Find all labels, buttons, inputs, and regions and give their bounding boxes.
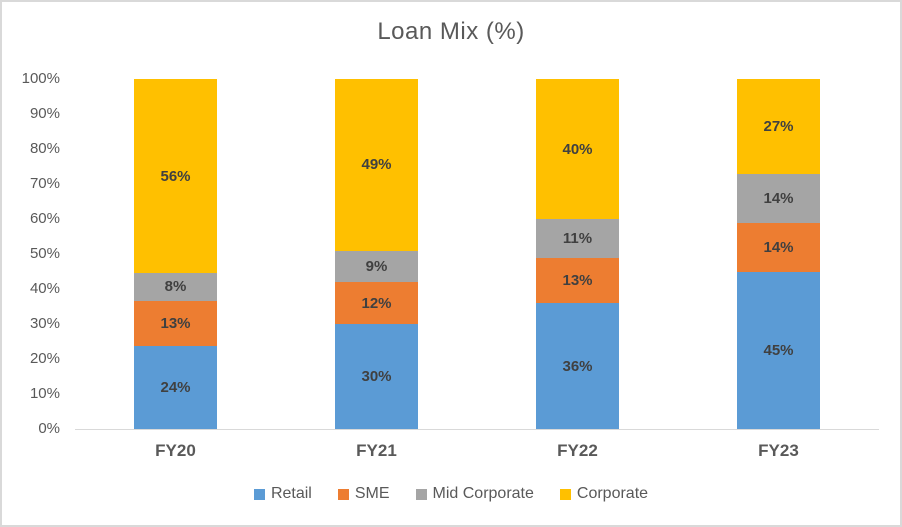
data-label: 9% (365, 257, 388, 275)
bar-segment-retail: 36% (536, 303, 619, 429)
legend-label: Corporate (576, 485, 649, 502)
bar-slot-fy22: 36% 13% 11% 40% (477, 79, 678, 429)
legend-label: Mid Corporate (432, 485, 534, 502)
x-axis-label-fy20: FY20 (155, 441, 196, 460)
legend: Retail SME Mid Corporate Corporate (2, 485, 900, 503)
y-tick-label: 100% (21, 70, 60, 87)
data-label: 8% (164, 278, 187, 296)
stacked-bar-fy21: 30% 12% 9% 49% (335, 79, 418, 429)
bar-segment-retail: 45% (737, 271, 820, 429)
data-label: 13% (160, 314, 191, 332)
legend-swatch-icon (253, 488, 265, 500)
y-tick-label: 20% (29, 350, 60, 367)
bar-segment-corporate: 49% (335, 79, 418, 251)
data-label: 30% (361, 368, 392, 385)
y-tick-label: 40% (29, 280, 60, 297)
legend-item-mid-corporate: Mid Corporate (415, 485, 534, 503)
data-label: 13% (562, 271, 593, 289)
bar-segment-corporate: 27% (737, 79, 820, 174)
y-tick-label: 80% (29, 140, 60, 157)
y-tick-label: 10% (29, 385, 60, 402)
x-axis-label-fy23: FY23 (758, 441, 799, 460)
y-tick-label: 30% (29, 315, 60, 332)
bar-segment-retail: 24% (134, 345, 217, 429)
data-label: 24% (160, 378, 191, 396)
legend-swatch-icon (337, 488, 349, 500)
legend-item-retail: Retail (253, 485, 312, 503)
bar-segment-corporate: 56% (134, 79, 217, 274)
stacked-bar-fy22: 36% 13% 11% 40% (536, 79, 619, 429)
bar-segment-retail: 30% (335, 324, 418, 429)
y-tick-label: 60% (29, 210, 60, 227)
data-label: 12% (361, 294, 392, 312)
bar-segment-sme: 12% (335, 282, 418, 324)
data-label: 14% (763, 238, 794, 256)
data-label: 40% (562, 140, 593, 158)
bar-segment-sme: 14% (737, 222, 820, 272)
data-label: 36% (562, 357, 593, 375)
legend-item-corporate: Corporate (559, 485, 649, 503)
data-label: 27% (763, 117, 794, 135)
y-tick-label: 50% (29, 245, 60, 262)
bar-segment-mid-corporate: 14% (737, 173, 820, 223)
data-label: 45% (763, 341, 794, 359)
legend-swatch-icon (559, 488, 571, 500)
x-axis-label-fy21: FY21 (356, 441, 397, 460)
legend-label: SME (354, 485, 390, 502)
data-label: 49% (361, 156, 392, 174)
data-label: 56% (160, 167, 191, 185)
bar-segment-mid-corporate: 9% (335, 250, 418, 282)
bar-segment-sme: 13% (134, 300, 217, 346)
bar-slot-fy23: 45% 14% 14% 27% (678, 79, 879, 429)
bar-slot-fy21: 30% 12% 9% 49% (276, 79, 477, 429)
y-tick-label: 70% (29, 175, 60, 192)
stacked-bar-fy23: 45% 14% 14% 27% (737, 79, 820, 429)
x-axis-line (75, 429, 879, 430)
y-tick-label: 90% (29, 105, 60, 122)
bar-segment-mid-corporate: 8% (134, 273, 217, 301)
legend-label: Retail (270, 485, 312, 502)
data-label: 14% (763, 189, 794, 207)
bar-segment-sme: 13% (536, 257, 619, 303)
legend-swatch-icon (415, 488, 427, 500)
bar-segment-mid-corporate: 11% (536, 219, 619, 258)
x-axis-label-fy22: FY22 (557, 441, 598, 460)
y-tick-label: 0% (38, 420, 60, 437)
data-label: 11% (562, 229, 593, 247)
bar-segment-corporate: 40% (536, 79, 619, 219)
stacked-bar-fy20: 24% 13% 8% 56% (134, 79, 217, 429)
bar-slot-fy20: 24% 13% 8% 56% (75, 79, 276, 429)
legend-item-sme: SME (337, 485, 390, 503)
chart-title: Loan Mix (%) (377, 18, 525, 45)
